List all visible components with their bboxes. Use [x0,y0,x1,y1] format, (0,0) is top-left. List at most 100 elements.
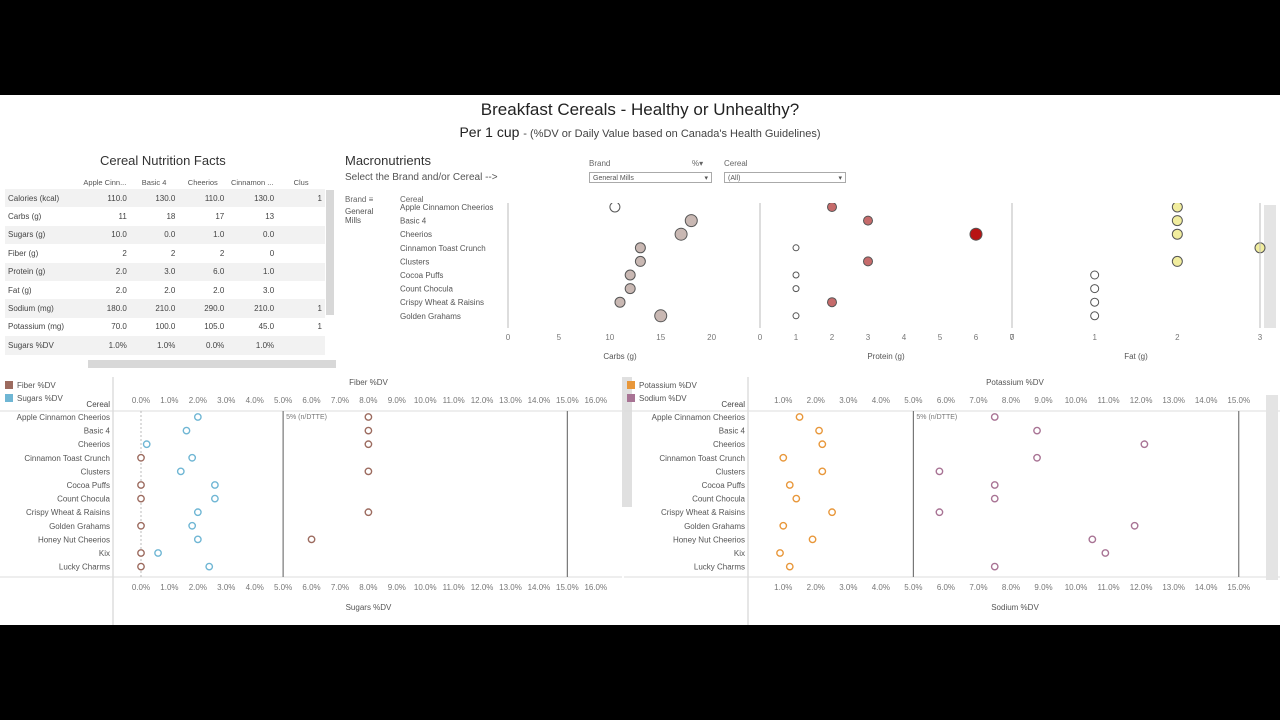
macro-data-point [654,309,668,323]
nutrition-title: Cereal Nutrition Facts [100,153,226,168]
tick-label-bottom: 8.0% [1002,583,1020,592]
macro-data-point [634,242,646,254]
nutrition-row-label: Potassium (mg) [8,322,65,332]
tick-label-top: 10.0% [1065,396,1088,405]
data-point [137,521,145,530]
axis-title-top: Fiber %DV [349,378,388,387]
macro-vscroll[interactable] [1264,205,1276,328]
nutrition-row-label: Carbs (g) [8,212,42,222]
nutrition-cell: 0.0 [129,225,179,245]
nutrition-cell: 130.0 [129,189,179,208]
nutrition-vscroll[interactable] [326,190,334,315]
nutrition-row: Carbs (g) 11 18 17 13 [5,207,325,225]
nutrition-row-label: Fat (g) [8,285,32,295]
macro-cereal-label: Apple Cinnamon Cheerios [400,203,493,212]
brand-filter-label: Brand [589,159,611,168]
macro-title: Macronutrients [345,153,431,168]
nutrition-hscroll[interactable] [88,360,336,368]
data-point [211,494,219,503]
data-point [990,562,999,571]
nutrition-cell: 18 [166,212,176,222]
nutrition-col-header[interactable]: Basic 4 [141,177,167,187]
macro-axis-title: Protein (g) [867,352,905,361]
data-point [785,481,794,489]
cereal-row-label: Honey Nut Cheerios [38,535,110,544]
data-point [211,481,219,489]
tick-label-bottom: 5.0% [904,583,922,592]
data-point [205,562,214,571]
tick-label-top: 8.0% [359,396,377,405]
nutrition-row-label: Sugars (g) [5,225,80,245]
data-point [182,426,191,435]
macro-axis-title: Carbs (g) [603,352,637,361]
nutrition-col-header[interactable]: Cinnamon ... [230,177,274,187]
nutrition-cell: 130.0 [227,189,278,208]
nutrition-cell: 290.0 [178,299,228,318]
macro-cereal-label: Count Chocula [400,285,453,294]
macro-col-cereal: Cereal [400,195,424,204]
data-point [818,467,827,476]
nutrition-cell: 0.0% [178,336,228,355]
data-point [137,494,145,503]
data-point [828,508,836,517]
tick-label-bottom: 1.0% [774,583,792,592]
tick-label-top: 16.0% [584,396,607,405]
nutrition-row: Potassium (mg) 70.0 100.0 105.0 45.0 1 [5,318,325,336]
data-point [364,440,373,449]
macro-tick-label: 5 [557,333,562,342]
tick-label-top: 9.0% [388,396,406,405]
data-point [1101,549,1110,557]
tick-label-top: 15.0% [1227,396,1250,405]
filter-options-icon[interactable]: %▾ [692,159,704,168]
potassium-vscroll[interactable] [1266,395,1278,580]
tick-label-bottom: 8.0% [359,583,377,592]
macro-data-point [1171,255,1183,267]
tick-label-bottom: 1.0% [160,583,178,592]
macro-data-point [792,312,800,320]
macro-data-point [1171,228,1183,240]
nutrition-cell: 105.0 [204,322,225,332]
fiber-sugars-chart: Fiber %DV Sugars %DV Fiber %DV Cereal Sugars… [0,377,622,625]
tick-label-bottom: 10.0% [1065,583,1088,592]
data-point [1140,440,1149,449]
tick-label-top: 12.0% [1130,396,1153,405]
cereal-row-label: Honey Nut Cheerios [673,535,745,544]
nutrition-cell: 2 [122,248,127,258]
tick-label-top: 10.0% [414,396,437,405]
axis-title-bottom: Sodium %DV [991,603,1039,612]
macro-tick-label: 0 [1010,333,1015,342]
macro-tick-label: 0 [506,333,511,342]
macro-data-point [614,296,626,308]
nutrition-col-header[interactable]: Clus [293,177,309,187]
nutrition-col-header[interactable]: Cheerios [187,177,218,187]
nutrition-cell: 210.0 [129,299,179,318]
macro-data-point [609,203,621,213]
brand-filter-select[interactable]: General Mills ▾ [589,172,712,183]
macro-col-brand[interactable]: Brand ≡ [345,195,373,204]
tick-label-top: 15.0% [556,396,579,405]
nutrition-row: Fiber (g) 2 2 2 0 [5,244,325,262]
nutrition-cell: 180.0 [79,299,130,318]
subtitle-main: Per 1 cup [459,124,520,140]
cereal-filter-select[interactable]: (All) ▾ [724,172,846,183]
tick-label-top: 4.0% [246,396,264,405]
legend-swatch [627,394,635,402]
nutrition-row-label: Protein (g) [5,262,80,281]
legend-label: Fiber %DV [17,381,56,390]
cereal-row-label: Cinnamon Toast Crunch [24,454,110,463]
macro-data-point [634,255,646,267]
fiber-vscroll[interactable] [622,377,632,507]
sort-icon[interactable]: ≡ [368,195,374,204]
data-point [990,481,999,489]
macro-data-point [792,271,800,279]
nutrition-cell: 1 [277,189,325,208]
data-point [193,413,202,421]
nutrition-cell [277,281,325,299]
nutrition-cell: 110.0 [79,189,130,208]
macro-tick-label: 6 [974,333,979,342]
nutrition-col-header[interactable]: Apple Cinn... [83,177,127,187]
nutrition-cell: 1.0 [227,262,278,281]
tick-label-bottom: 10.0% [414,583,437,592]
data-point [1033,453,1041,462]
nutrition-row-label: Sugars %DV [5,336,80,355]
